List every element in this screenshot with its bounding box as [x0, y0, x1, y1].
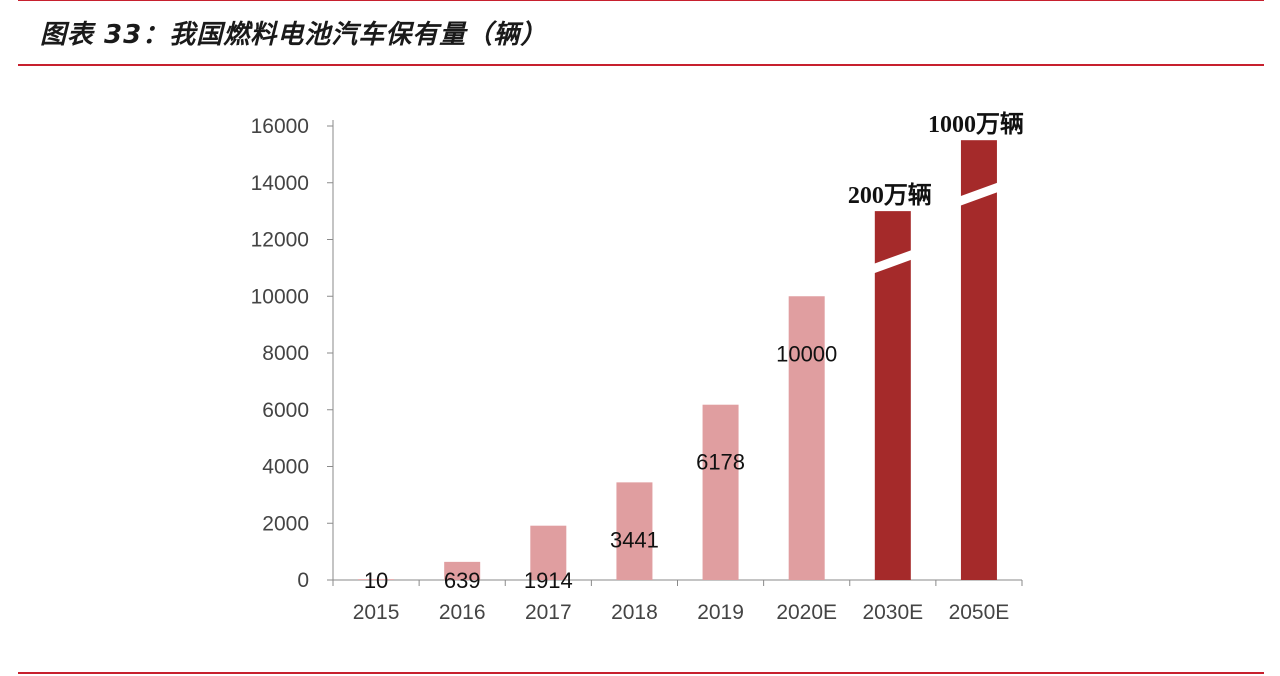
- data-label: 6178: [696, 450, 745, 475]
- x-tick-label: 2019: [697, 601, 744, 624]
- bar-2030E: [874, 211, 911, 580]
- data-label: 10: [364, 568, 388, 593]
- y-tick-label: 10000: [251, 285, 309, 308]
- bar-2016: [444, 561, 481, 580]
- y-tick-label: 4000: [262, 456, 309, 479]
- bottom-rule: [18, 672, 1264, 674]
- x-tick-label: 2017: [525, 601, 572, 624]
- axis-break-mark: [955, 181, 1003, 207]
- data-label: 3441: [610, 527, 659, 552]
- x-tick-label: 2016: [439, 601, 486, 624]
- title-rule: [18, 64, 1264, 66]
- x-tick-label: 2018: [611, 601, 658, 624]
- x-tick-label: 2050E: [949, 601, 1010, 624]
- callout-label: 1000万辆: [928, 111, 1024, 138]
- top-rule: [18, 0, 1264, 1]
- data-label: 639: [444, 568, 481, 593]
- callout-label: 200万辆: [848, 182, 932, 209]
- bar-2017: [530, 525, 567, 580]
- x-tick-label: 2020E: [776, 601, 837, 624]
- chart-title: 图表 33：我国燃料电池汽车保有量（辆）: [40, 20, 548, 50]
- y-tick-label: 14000: [251, 172, 309, 195]
- bar-2019: [702, 404, 739, 580]
- y-tick-label: 8000: [262, 342, 309, 365]
- y-tick-label: 6000: [262, 399, 309, 422]
- data-label: 1914: [524, 568, 573, 593]
- x-tick-label: 2015: [353, 601, 400, 624]
- y-tick-label: 16000: [251, 115, 309, 138]
- bar-2015: [358, 579, 395, 580]
- y-tick-label: 2000: [262, 512, 309, 535]
- y-tick-label: 0: [297, 569, 309, 592]
- data-label: 10000: [776, 341, 837, 366]
- x-tick-label: 2030E: [862, 601, 923, 624]
- y-tick-label: 12000: [251, 229, 309, 252]
- bar-2050E: [960, 140, 997, 580]
- bar-2018: [616, 482, 653, 580]
- axis-break-mark: [869, 249, 917, 274]
- bar-2020E: [788, 296, 825, 580]
